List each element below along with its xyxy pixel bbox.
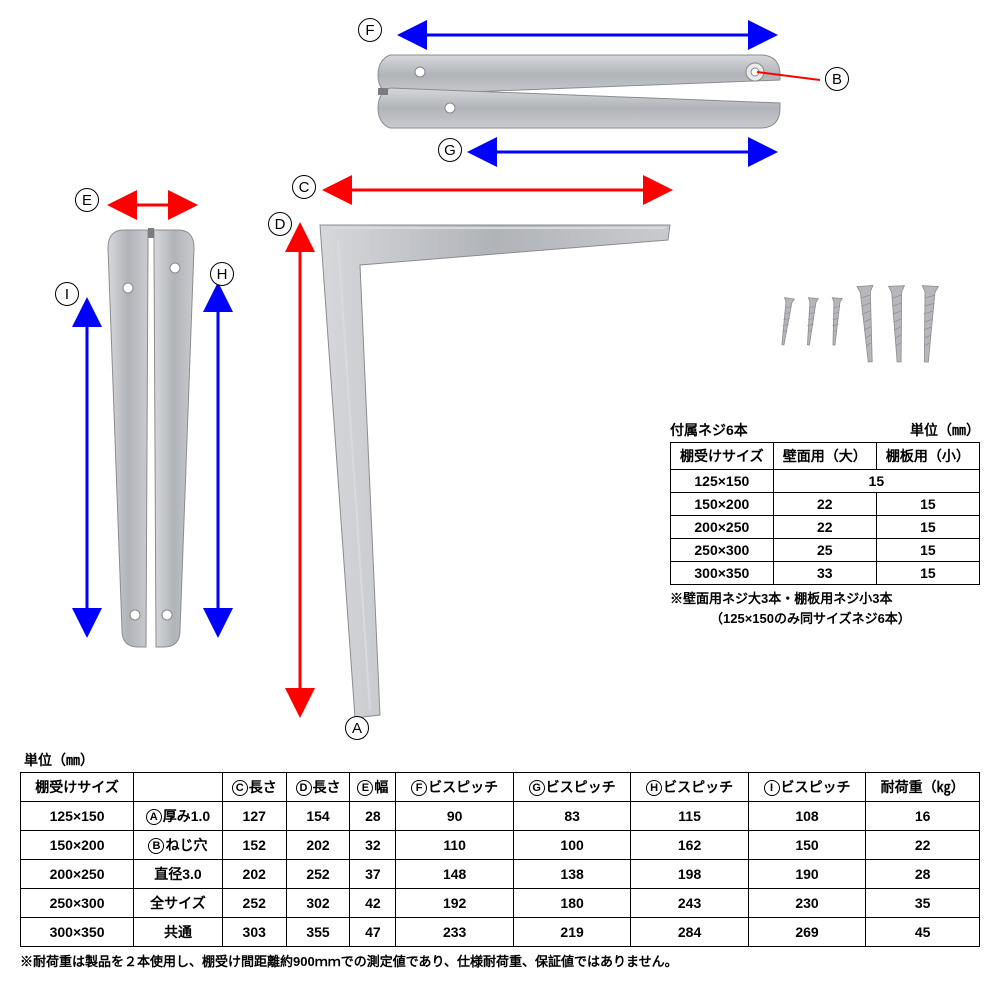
main-th-E: E幅 [350,773,396,802]
dim-label-A: A [345,716,369,740]
dim-label-C: C [292,175,316,199]
screw-th-wall: 壁面用（大） [773,443,876,470]
main-th-D: D長さ [286,773,350,802]
dim-label-F: F [358,18,382,42]
screws-icon [778,285,938,362]
main-th-size: 棚受けサイズ [21,773,134,802]
screw-table: 棚受けサイズ 壁面用（大） 棚板用（小） 125×15015150×200221… [670,442,980,585]
screw-note-1: ※壁面用ネジ大3本・棚板用ネジ小3本 [670,589,980,609]
main-th-C: C長さ [222,773,286,802]
table-row: 150×200Bねじ穴1522023211010016215022 [21,831,980,860]
dim-label-G: G [438,138,462,162]
main-th-load: 耐荷重（㎏） [866,773,980,802]
table-row: 300×3503315 [671,562,980,585]
table-row: 棚受けサイズ 壁面用（大） 棚板用（小） [671,443,980,470]
dim-label-B: B [825,67,849,91]
diagram-area: F B G C D E I H A [0,0,1000,740]
bracket-front-view [108,228,194,647]
table-row: 300×350共通3033554723321928426945 [21,918,980,947]
bracket-top-view [378,55,780,128]
screw-table-area: 付属ネジ6本 単位（㎜） 棚受けサイズ 壁面用（大） 棚板用（小） 125×15… [670,420,980,628]
dim-label-E: E [75,188,99,212]
screw-title-right: 単位（㎜） [910,420,980,440]
screw-title-left: 付属ネジ6本 [670,420,748,440]
main-th-F: Fビスピッチ [396,773,513,802]
table-row: 棚受けサイズ C長さ D長さ E幅 Fビスピッチ Gビスピッチ Hビスピッチ I… [21,773,980,802]
dim-label-D: D [268,212,292,236]
main-table: 棚受けサイズ C長さ D長さ E幅 Fビスピッチ Gビスピッチ Hビスピッチ I… [20,772,980,947]
dim-label-H: H [210,262,234,286]
table-row: 125×150A厚み1.012715428908311510816 [21,802,980,831]
table-row: 125×15015 [671,470,980,493]
screw-th-shelf: 棚板用（小） [876,443,979,470]
dim-label-I: I [55,282,79,306]
table-row: 150×2002215 [671,493,980,516]
main-th-G: Gビスピッチ [513,773,630,802]
table-row: 250×300全サイズ2523024219218024323035 [21,889,980,918]
main-th-I: Iビスピッチ [748,773,865,802]
main-table-area: 単位（㎜） 棚受けサイズ C長さ D長さ E幅 Fビスピッチ Gビスピッチ Hビ… [20,750,980,970]
bracket-side-view [320,225,670,718]
table-row: 200×250直径3.02022523714813819819028 [21,860,980,889]
diagram-svg [0,0,1000,740]
main-th-spec [134,773,223,802]
table-row: 200×2502215 [671,516,980,539]
screw-th-size: 棚受けサイズ [671,443,774,470]
main-note: ※耐荷重は製品を２本使用し、棚受け間距離約900ｍｍでの測定値であり、仕様耐荷重… [20,951,980,970]
screw-note-2: （125×150のみ同サイズネジ6本） [670,609,980,629]
main-unit-label: 単位（㎜） [24,750,980,770]
table-row: 250×3002515 [671,539,980,562]
main-th-H: Hビスピッチ [631,773,748,802]
